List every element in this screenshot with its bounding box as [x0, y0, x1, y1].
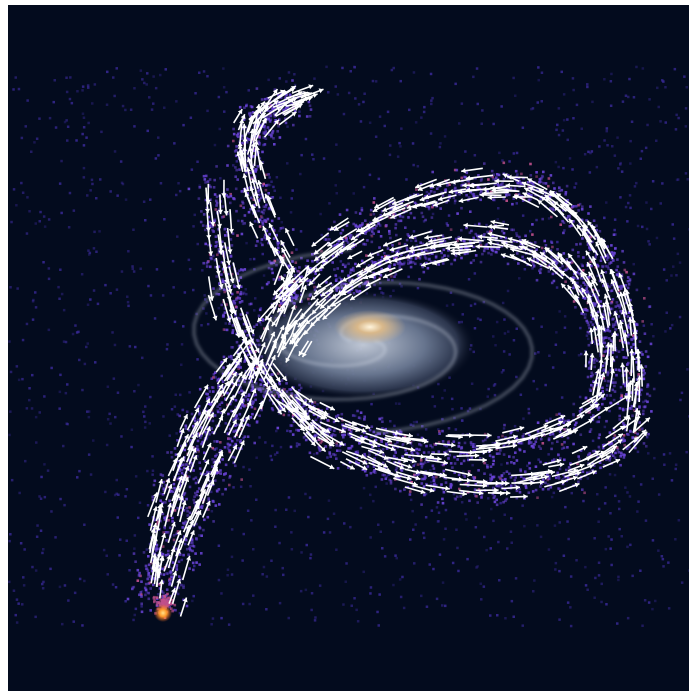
- stream-hot-spot: [154, 604, 172, 622]
- galaxy-core: [334, 310, 406, 344]
- velocity-arrows: [147, 84, 651, 617]
- stream-canvas: [8, 65, 689, 628]
- stream-visualization: [8, 5, 689, 691]
